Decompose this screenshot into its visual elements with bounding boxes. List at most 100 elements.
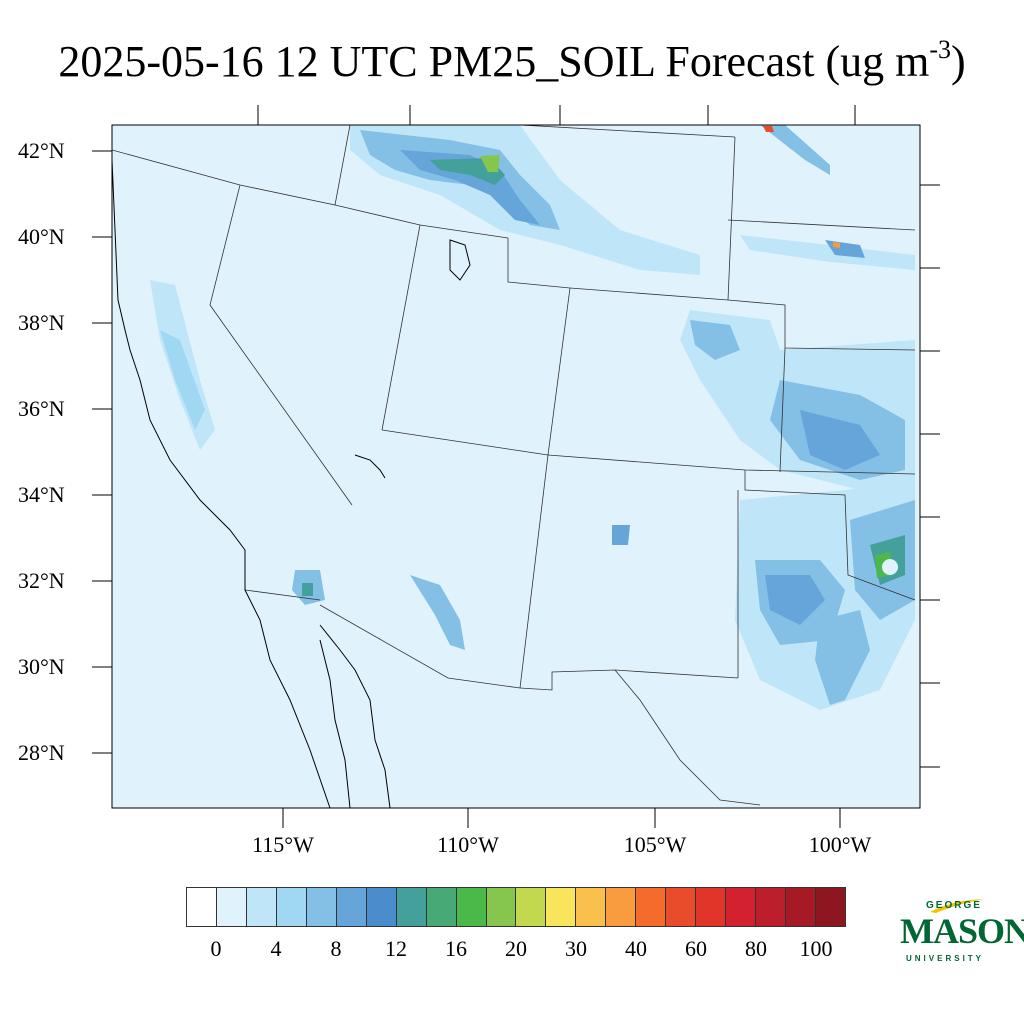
border-tx-nm-south bbox=[519, 669, 739, 691]
colorbar-tick-label: 40 bbox=[625, 936, 647, 961]
coast-gulf-california bbox=[319, 624, 391, 808]
field-texas-dark bbox=[765, 575, 825, 625]
field-texas-tail bbox=[815, 610, 870, 705]
colorbar-cell bbox=[636, 888, 667, 926]
bottom-ticks bbox=[282, 808, 841, 828]
right-ticks bbox=[920, 184, 940, 768]
title-superscript: -3 bbox=[929, 35, 951, 64]
border-wy-south bbox=[507, 238, 729, 301]
colorbar-tick-label: 0 bbox=[210, 936, 222, 961]
colorbar-cell bbox=[726, 888, 757, 926]
colorbar-cell bbox=[216, 888, 247, 926]
boundaries bbox=[112, 125, 916, 806]
title-text: 2025-05-16 12 UTC PM25_SOIL Forecast (ug… bbox=[58, 37, 930, 86]
logo-line-university: UNIVERSITY bbox=[906, 954, 985, 963]
field-dakota-red bbox=[763, 126, 774, 132]
colorbar-cell bbox=[756, 888, 787, 926]
border-ca-mx bbox=[244, 589, 321, 601]
logo-line-mason: MASON bbox=[900, 911, 1024, 951]
field-arizona-streak bbox=[410, 575, 465, 650]
colorbar-cell bbox=[426, 888, 457, 926]
border-nv-west bbox=[209, 184, 353, 506]
colorbar-tick-label: 60 bbox=[685, 936, 707, 961]
colorbar-tick-label: 20 bbox=[505, 936, 527, 961]
colorbar-cell bbox=[336, 888, 367, 926]
colorbar-cell bbox=[666, 888, 697, 926]
lat-label: 42°N bbox=[18, 138, 65, 163]
field-wyoming-dark bbox=[400, 150, 540, 225]
colorbar-tick-label: 16 bbox=[445, 936, 467, 961]
colorbar-cell bbox=[366, 888, 397, 926]
colorbar-cell bbox=[786, 888, 817, 926]
lake-mead bbox=[354, 454, 386, 479]
colorbar-cell bbox=[456, 888, 487, 926]
colorbar-tick-label: 12 bbox=[385, 936, 407, 961]
colorbar bbox=[186, 887, 846, 927]
lon-label: 105°W bbox=[623, 832, 687, 857]
field-colorado-spot bbox=[690, 320, 740, 360]
colorbar-cell bbox=[546, 888, 577, 926]
border-wy-east bbox=[727, 136, 736, 301]
lat-label: 32°N bbox=[18, 568, 65, 593]
field-kansas-dark bbox=[800, 410, 880, 470]
lat-label: 40°N bbox=[18, 224, 65, 249]
border-az-nm bbox=[519, 454, 549, 689]
border-wy-north bbox=[519, 125, 736, 138]
colorbar-cell bbox=[246, 888, 277, 926]
border-ks-ok bbox=[779, 347, 786, 473]
colorbar-cell bbox=[306, 888, 337, 926]
title-close: ) bbox=[951, 37, 966, 86]
colorbar-tick-label: 80 bbox=[745, 936, 767, 961]
colorbar-cell bbox=[396, 888, 427, 926]
field-dakota-streak bbox=[760, 125, 830, 175]
field-nebraska-strip bbox=[740, 235, 915, 270]
border-ne-south bbox=[727, 299, 916, 351]
field-sonora-core bbox=[302, 583, 313, 596]
colorbar-tick-label: 30 bbox=[565, 936, 587, 961]
lat-label: 28°N bbox=[18, 740, 65, 765]
lon-label: 110°W bbox=[437, 832, 499, 857]
rio-grande bbox=[614, 669, 761, 806]
border-az-ut bbox=[381, 429, 549, 456]
colorbar-tick-label: 4 bbox=[270, 936, 282, 961]
border-nm-tx bbox=[744, 470, 916, 601]
top-ticks bbox=[257, 105, 856, 125]
lon-label: 115°W bbox=[252, 832, 314, 857]
colorbar-cell bbox=[576, 888, 607, 926]
colorbar-cell bbox=[276, 888, 307, 926]
coastline bbox=[112, 159, 471, 808]
field-nebraska-orange bbox=[833, 242, 840, 248]
coast-california bbox=[112, 159, 331, 808]
concentration-field bbox=[150, 125, 915, 710]
map-frame bbox=[111, 124, 921, 809]
border-ut-co bbox=[547, 287, 571, 456]
gmu-logo: GEORGE MASON UNIVERSITY bbox=[896, 898, 1024, 970]
colorbar-cell bbox=[486, 888, 517, 926]
colorbar-cell bbox=[606, 888, 637, 926]
lat-label: 38°N bbox=[18, 310, 65, 335]
lat-label: 36°N bbox=[18, 396, 65, 421]
lon-label: 100°W bbox=[808, 832, 872, 857]
logo-line-george: GEORGE bbox=[926, 900, 982, 911]
colorbar-tick-label: 8 bbox=[330, 936, 342, 961]
left-ticks bbox=[92, 150, 112, 754]
great-salt-lake bbox=[449, 239, 471, 281]
field-wyoming-green bbox=[480, 155, 500, 172]
border-az-mx bbox=[319, 604, 521, 689]
colorbar-cell bbox=[516, 888, 547, 926]
field-california-blue bbox=[160, 330, 205, 430]
coast-baja-east bbox=[319, 639, 351, 808]
field-nm-spot bbox=[612, 525, 630, 545]
colorbar-tick-label: 100 bbox=[799, 936, 833, 961]
field-oklahoma-hole bbox=[882, 559, 898, 575]
map-title: 2025-05-16 12 UTC PM25_SOIL Forecast (ug… bbox=[0, 32, 1024, 92]
border-ca-or-nv bbox=[112, 125, 351, 206]
lat-label: 34°N bbox=[18, 482, 65, 507]
border-ne-sd bbox=[727, 219, 916, 231]
border-ut-west bbox=[381, 224, 421, 431]
colorbar-cell bbox=[696, 888, 727, 926]
colorbar-cell bbox=[187, 888, 217, 926]
colorbar-cell bbox=[816, 888, 845, 926]
swoosh-icon bbox=[930, 899, 984, 913]
